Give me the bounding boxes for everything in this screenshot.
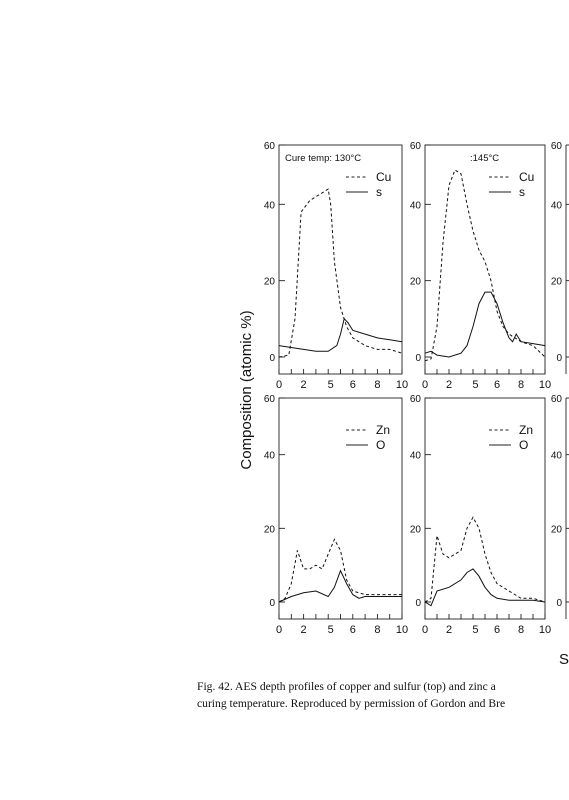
x-tick-label: 8 [374,624,380,636]
x-tick-label: 8 [374,379,380,391]
x-tick-label: 5 [328,379,334,391]
panel-top-third-partial: 0 20 40 60 [551,141,569,374]
legend-label-O: O [519,438,528,452]
series-line-s [424,291,546,358]
y-tick-label: 0 [556,353,562,364]
x-tick-label: 10 [539,624,551,636]
legend-label-O: O [376,438,385,452]
x-tick-label: 0 [422,379,428,391]
legend-label-Zn: Zn [519,423,533,437]
panel-bottom-left: 0 20 40 60 0 2 5 6 8 10 ZnO [264,394,408,636]
x-tick-label: 0 [422,624,428,636]
x-tick-label: 2 [446,624,452,636]
legend-label-s: s [519,185,525,199]
y-tick-label: 40 [264,451,276,462]
caption-line-1: Fig. 42. AES depth profiles of copper an… [197,680,496,693]
y-tick-label: 20 [410,524,422,535]
x-tick-label: 10 [396,379,408,391]
panel-bottom-third-partial: 0 20 40 60 [551,394,569,619]
panel-top-right: 0 20 40 60 0 2 5 6 8 10 :145°C Cus [410,141,551,391]
x-tick-label: 10 [396,624,408,636]
x-tick-label: 2 [301,379,307,391]
x-tick-label: 6 [494,624,500,636]
y-tick-label: 0 [556,598,562,609]
series-line-Zn [278,538,402,603]
panel-annotation: Cure temp: 130°C [285,153,361,164]
figure-caption: Fig. 42. AES depth profiles of copper an… [197,678,569,712]
x-tick-label: 5 [328,624,334,636]
panel-annotation: :145°C [470,153,499,164]
y-tick-label: 60 [551,141,563,152]
series-line-Cu [278,188,403,358]
y-tick-label: 20 [264,524,276,535]
x-tick-label: 8 [518,379,524,391]
y-tick-label: 40 [551,200,563,211]
y-tick-label: 20 [551,277,563,288]
x-tick-label: 6 [494,379,500,391]
x-tick-label: 8 [518,624,524,636]
y-tick-label: 60 [264,141,276,152]
legend-label-Cu: Cu [376,170,391,184]
series-line-O [424,568,546,607]
x-tick-label: 10 [539,379,551,391]
x-tick-label: 5 [472,624,478,636]
y-tick-label: 0 [269,353,275,364]
x-tick-label: 6 [350,624,356,636]
y-tick-label: 0 [269,598,275,609]
y-tick-label: 40 [551,451,563,462]
y-tick-label: 40 [410,451,422,462]
y-tick-label: 40 [264,200,276,211]
x-tick-label: 2 [446,379,452,391]
y-tick-label: 20 [410,277,422,288]
y-axis-label: Composition (atomic %) [238,310,255,469]
x-axis-label-fragment: S [559,651,569,668]
y-tick-label: 60 [410,394,422,405]
panel-bottom-right: 0 20 40 60 0 2 5 6 8 10 ZnO [410,394,551,636]
y-tick-label: 60 [410,141,422,152]
x-tick-label: 0 [276,379,282,391]
x-tick-label: 5 [472,379,478,391]
legend-label-s: s [376,185,382,199]
x-tick-label: 2 [301,624,307,636]
caption-line-2: curing temperature. Reproduced by permis… [197,697,506,710]
x-tick-label: 0 [276,624,282,636]
panel-top-left: 0 20 40 60 0 2 5 6 8 10 Cure temp: 130°C Cus [264,141,408,391]
y-tick-label: 0 [415,598,421,609]
series-line-O [278,569,402,603]
legend-label-Cu: Cu [519,170,534,184]
legend-label-Zn: Zn [376,423,390,437]
y-tick-label: 20 [264,277,276,288]
series-line-s [278,317,403,352]
y-tick-label: 60 [551,394,563,405]
y-tick-label: 20 [551,524,563,535]
series-line-Cu [424,169,546,362]
y-tick-label: 40 [410,200,422,211]
series-line-Zn [424,516,546,603]
x-tick-label: 6 [350,379,356,391]
y-tick-label: 0 [415,353,421,364]
y-tick-label: 60 [264,394,276,405]
